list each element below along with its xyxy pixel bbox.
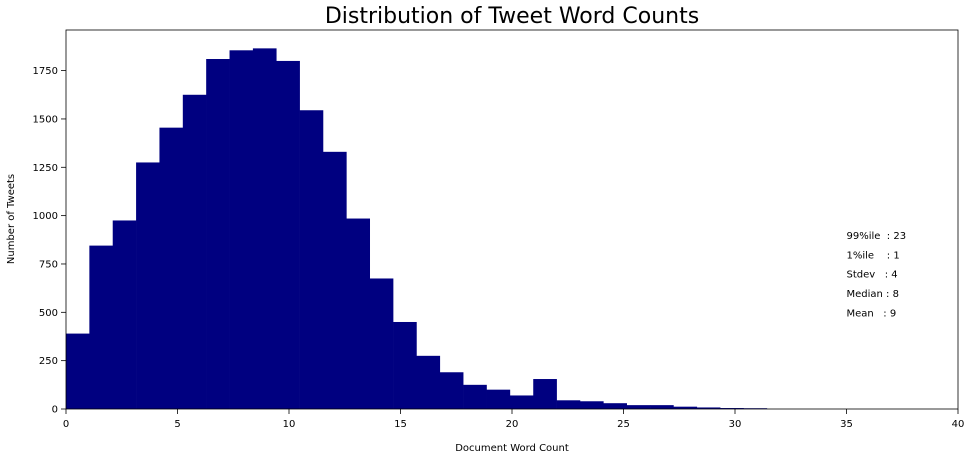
y-tick-label-6: 1500: [33, 114, 58, 125]
y-axis-ticks: 0 250 500 750 1000 1250 1500 1750: [33, 66, 66, 416]
stat-annotation-3: Median : 8: [847, 289, 899, 300]
x-tick-label-2: 10: [283, 419, 296, 430]
y-tick-label-1: 250: [39, 356, 58, 367]
x-axis-ticks: 0 5 10 15 20 25 30 35 40: [63, 409, 965, 430]
y-tick-label-3: 750: [39, 259, 58, 270]
x-tick-label-1: 5: [174, 419, 180, 430]
y-axis-label: Number of Tweets: [6, 174, 17, 264]
histogram-bar-13: [369, 278, 394, 409]
y-tick-label-0: 0: [52, 405, 58, 416]
stat-annotation-4: Mean : 9: [847, 308, 897, 319]
stats-annotations: 99%ile : 23 1%ile : 1 Stdev : 4 Median : 8 M…: [847, 231, 907, 319]
histogram-bar-8: [252, 48, 277, 409]
x-tick-label-6: 30: [729, 419, 742, 430]
histogram-bar-2: [112, 220, 137, 409]
x-tick-label-0: 0: [63, 419, 69, 430]
histogram-bar-28: [720, 408, 744, 409]
histogram-bar-24: [626, 405, 651, 409]
histogram-bar-20: [533, 379, 557, 409]
histogram-bar-0: [66, 333, 90, 409]
x-tick-label-7: 35: [840, 419, 853, 430]
y-tick-label-5: 1250: [33, 163, 58, 174]
histogram-bar-9: [276, 60, 300, 409]
histogram-bar-27: [696, 407, 721, 409]
histogram-bar-10: [299, 110, 324, 410]
histogram-bar-19: [509, 395, 534, 409]
histogram-bar-22: [579, 401, 604, 409]
x-axis-label: Document Word Count: [455, 443, 569, 454]
histogram-bar-3: [136, 162, 160, 409]
y-tick-label-4: 1000: [33, 211, 58, 222]
stat-annotation-0: 99%ile : 23: [847, 231, 907, 242]
histogram-bar-17: [463, 384, 487, 409]
y-tick-label-7: 1750: [33, 66, 58, 77]
histogram-bar-5: [182, 94, 207, 409]
histogram-bar-1: [89, 245, 114, 409]
histogram-bar-23: [603, 403, 627, 409]
histogram-bar-11: [322, 151, 347, 410]
histogram-bar-26: [673, 406, 698, 409]
histogram-bars: [66, 48, 768, 410]
histogram-bar-7: [229, 50, 254, 410]
histogram-bar-16: [439, 372, 464, 409]
stat-annotation-2: Stdev : 4: [847, 270, 898, 281]
x-tick-label-3: 15: [394, 419, 407, 430]
stat-annotation-1: 1%ile : 1: [847, 250, 900, 261]
histogram-bar-18: [486, 389, 511, 409]
chart-title: Distribution of Tweet Word Counts: [325, 4, 699, 29]
y-tick-label-2: 500: [39, 308, 58, 319]
x-tick-label-5: 25: [617, 419, 630, 430]
histogram-bar-25: [650, 405, 674, 409]
histogram-bar-12: [346, 218, 371, 409]
x-tick-label-8: 40: [952, 419, 965, 430]
histogram-bar-4: [159, 127, 184, 409]
histogram-bar-6: [206, 59, 230, 410]
histogram-bar-15: [416, 355, 441, 409]
histogram-bar-14: [393, 321, 417, 409]
histogram-bar-21: [556, 400, 581, 409]
x-tick-label-4: 20: [506, 419, 519, 430]
